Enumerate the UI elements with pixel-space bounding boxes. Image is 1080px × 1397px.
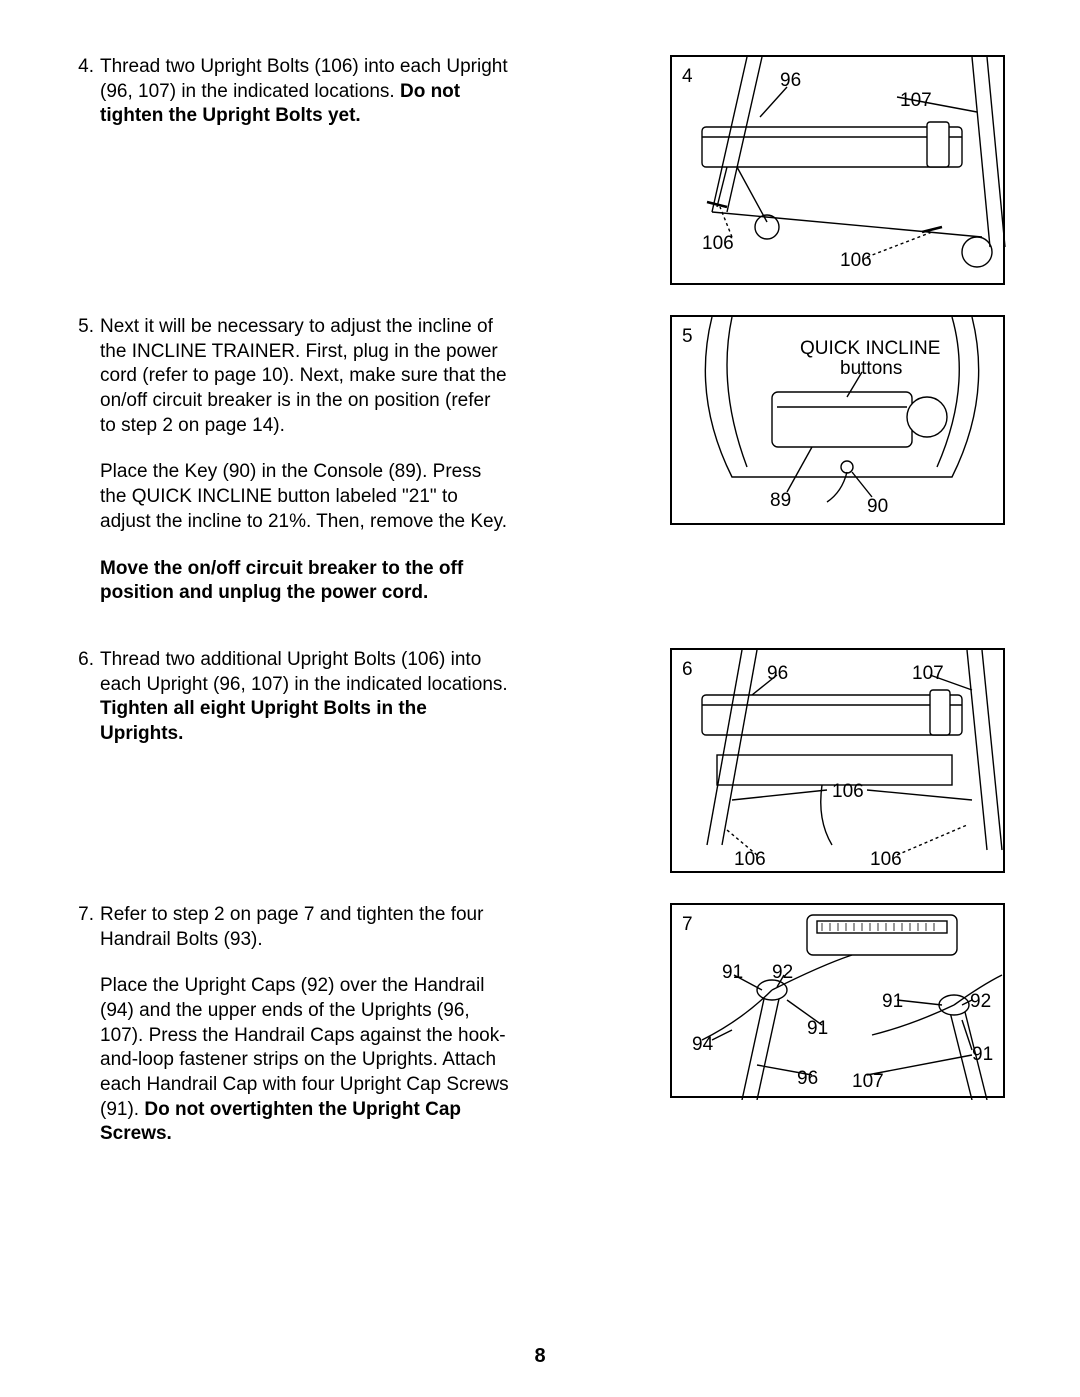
text-run: Thread two additional Upright Bolts (106… (100, 649, 508, 695)
callout: 96 (780, 69, 801, 94)
figure-number: 6 (682, 658, 693, 683)
figure-col: 5 (670, 315, 1005, 525)
figure-6: 6 (670, 648, 1005, 873)
step-4: 4. Thread two Upright Bolts (106) into e… (75, 55, 510, 129)
callout: 90 (867, 495, 888, 520)
figure-number: 5 (682, 325, 693, 350)
callout: 106 (870, 848, 902, 873)
callout: 91 (722, 961, 743, 986)
text-run: Refer to step 2 on page 7 and tighten th… (100, 904, 483, 950)
step-number: 6. (75, 648, 100, 747)
page-number: 8 (0, 1343, 1080, 1369)
figure-4: 4 (670, 55, 1005, 285)
diagram-svg (672, 650, 1007, 875)
text-run: Place the Key (90) in the Console (89). … (100, 461, 507, 531)
step-body: Next it will be necessary to adjust the … (100, 315, 510, 606)
paragraph: Move the on/off circuit breaker to the o… (100, 557, 510, 606)
diagram-svg (672, 905, 1007, 1100)
step-body: Refer to step 2 on page 7 and tighten th… (100, 903, 510, 1147)
callout: 107 (852, 1070, 884, 1095)
callout: 91 (807, 1017, 828, 1042)
callout: 92 (970, 990, 991, 1015)
step-number: 7. (75, 903, 100, 1147)
page-content: 4. Thread two Upright Bolts (106) into e… (75, 55, 1005, 1169)
callout: 96 (797, 1067, 818, 1092)
text-col: 5. Next it will be necessary to adjust t… (75, 315, 530, 628)
paragraph: Thread two additional Upright Bolts (106… (100, 648, 510, 747)
callout: 107 (900, 89, 932, 114)
step-number: 4. (75, 55, 100, 129)
step-body: Thread two Upright Bolts (106) into each… (100, 55, 510, 129)
callout: 91 (972, 1043, 993, 1068)
callout: 107 (912, 662, 944, 687)
paragraph: Place the Key (90) in the Console (89). … (100, 460, 510, 534)
callout: 91 (882, 990, 903, 1015)
callout: buttons (840, 357, 902, 382)
callout: 106 (840, 249, 872, 274)
step-5-row: 5. Next it will be necessary to adjust t… (75, 315, 1005, 628)
step-4-row: 4. Thread two Upright Bolts (106) into e… (75, 55, 1005, 285)
text-run-bold: Tighten all eight Upright Bolts in the U… (100, 698, 427, 744)
paragraph: Next it will be necessary to adjust the … (100, 315, 510, 438)
figure-number: 7 (682, 913, 693, 938)
figure-5: 5 (670, 315, 1005, 525)
text-run: Next it will be necessary to adjust the … (100, 316, 507, 436)
callout: 96 (767, 662, 788, 687)
text-col: 6. Thread two additional Upright Bolts (… (75, 648, 530, 769)
text-col: 7. Refer to step 2 on page 7 and tighten… (75, 903, 530, 1169)
figure-7: 7 (670, 903, 1005, 1098)
callout: 106 (702, 232, 734, 257)
step-5: 5. Next it will be necessary to adjust t… (75, 315, 510, 606)
step-6-row: 6. Thread two additional Upright Bolts (… (75, 648, 1005, 873)
figure-col: 6 (670, 648, 1005, 873)
text-run-bold: Do not overtighten the Upright Cap Screw… (100, 1099, 461, 1145)
callout: 92 (772, 961, 793, 986)
callout: 94 (692, 1033, 713, 1058)
text-run-bold: Move the on/off circuit breaker to the o… (100, 558, 463, 604)
paragraph: Place the Upright Caps (92) over the Han… (100, 974, 510, 1147)
step-7: 7. Refer to step 2 on page 7 and tighten… (75, 903, 510, 1147)
callout: 106 (734, 848, 766, 873)
paragraph: Refer to step 2 on page 7 and tighten th… (100, 903, 510, 952)
step-number: 5. (75, 315, 100, 606)
callout: 89 (770, 489, 791, 514)
paragraph: Thread two Upright Bolts (106) into each… (100, 55, 510, 129)
figure-number: 4 (682, 65, 693, 90)
text-col: 4. Thread two Upright Bolts (106) into e… (75, 55, 530, 151)
figure-col: 7 (670, 903, 1005, 1098)
step-7-row: 7. Refer to step 2 on page 7 and tighten… (75, 903, 1005, 1169)
callout: 106 (832, 780, 864, 805)
figure-col: 4 (670, 55, 1005, 285)
step-body: Thread two additional Upright Bolts (106… (100, 648, 510, 747)
step-6: 6. Thread two additional Upright Bolts (… (75, 648, 510, 747)
